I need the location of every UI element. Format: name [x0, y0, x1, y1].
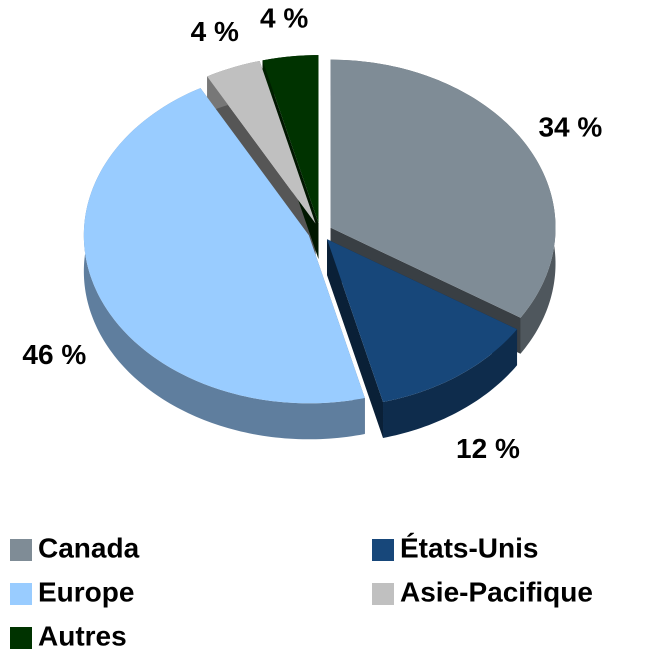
legend-swatch: [10, 627, 32, 649]
pie-slice: [330, 59, 556, 318]
data-label: 4 %: [191, 16, 239, 47]
legend-label: Autres: [38, 620, 127, 651]
pie-side: [83, 88, 365, 440]
legend-swatch: [372, 583, 394, 605]
pie-side: [383, 329, 518, 438]
data-label: 46 %: [22, 339, 86, 370]
pie-slice: [327, 239, 518, 402]
data-label: 34 %: [538, 112, 602, 143]
data-label: 12 %: [456, 433, 520, 464]
legend-swatch: [10, 583, 32, 605]
legend-label: États-Unis: [400, 532, 538, 563]
pie-slice: [262, 55, 319, 224]
legend-label: Europe: [38, 576, 134, 607]
pie-side: [327, 239, 384, 438]
pie-tops: [83, 55, 556, 404]
pie-slice: [83, 88, 365, 404]
data-label: 4 %: [260, 3, 308, 34]
legend-label: Asie-Pacifique: [400, 576, 593, 607]
legend-swatch: [10, 539, 32, 561]
pie-slice: [207, 60, 316, 224]
legend-label: Canada: [38, 532, 140, 563]
legend-swatch: [372, 539, 394, 561]
